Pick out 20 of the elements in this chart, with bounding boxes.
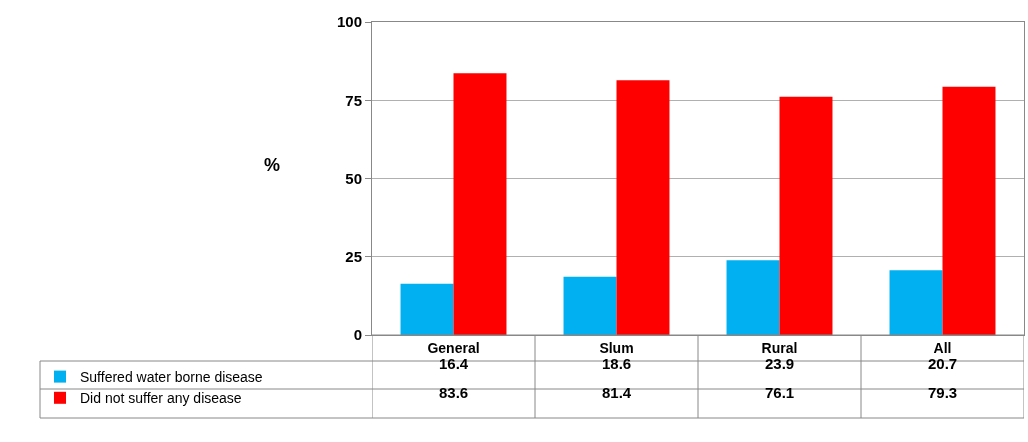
data-label: 18.6 xyxy=(602,355,632,372)
data-label: 23.9 xyxy=(765,355,795,372)
y-tick-label: 100 xyxy=(336,13,362,31)
data-label: 20.7 xyxy=(928,355,958,372)
legend-label: Suffered water borne disease xyxy=(80,369,263,386)
x-tick-label: All xyxy=(933,339,952,356)
x-tick-label: General xyxy=(427,339,480,356)
data-label: 79.3 xyxy=(928,384,958,401)
data-label: 83.6 xyxy=(439,384,469,401)
data-label: 81.4 xyxy=(602,384,632,401)
data-label: 16.4 xyxy=(439,355,469,372)
y-tick-label: 25 xyxy=(345,248,362,265)
y-tick-label: 50 xyxy=(345,169,362,187)
y-tick-label: 75 xyxy=(345,91,362,109)
y-axis-title: % xyxy=(264,155,281,175)
data-label: 76.1 xyxy=(765,384,795,401)
y-tick-label: 0 xyxy=(353,326,362,344)
legend-label: Did not suffer any disease xyxy=(80,390,242,407)
x-tick-label: Rural xyxy=(761,339,798,356)
x-tick-label: Slum xyxy=(599,339,634,356)
